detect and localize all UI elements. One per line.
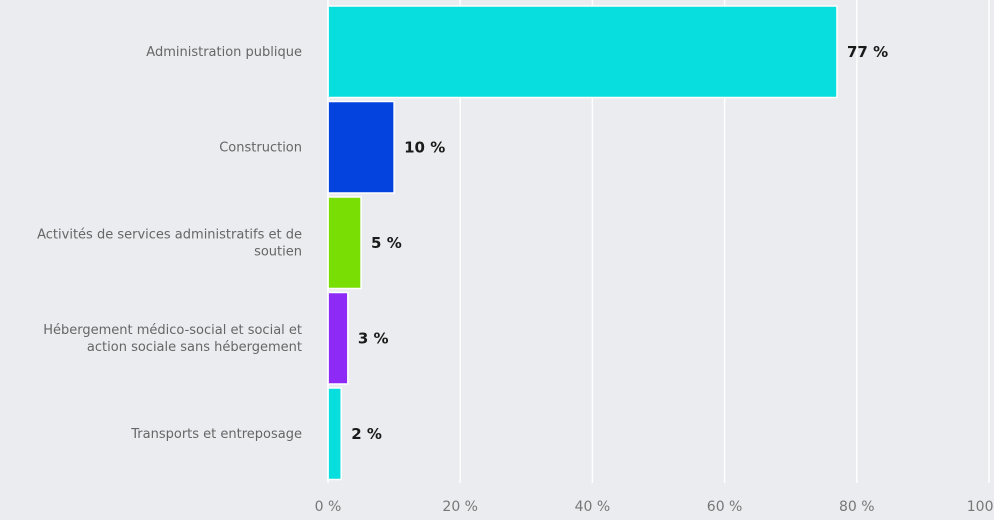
category-label-4: action sociale sans hébergement [87, 340, 302, 355]
category-label-1: Administration publique [146, 45, 302, 60]
x-tick-label: 80 % [839, 499, 875, 515]
value-label-5: 2 % [351, 425, 382, 443]
bar-3[interactable] [328, 197, 361, 289]
category-label-2: Construction [219, 140, 302, 155]
bar-4[interactable] [328, 293, 348, 385]
x-tick-label: 40 % [575, 499, 611, 515]
x-tick-label: 20 % [442, 499, 478, 515]
value-label-4: 3 % [358, 329, 389, 347]
value-label-3: 5 % [371, 234, 402, 252]
bar-1[interactable] [328, 6, 837, 98]
category-label-5: Transports et entreposage [130, 427, 302, 442]
x-tick-label: 0 % [315, 499, 342, 515]
bar-2[interactable] [328, 102, 394, 194]
category-label-4: Hébergement médico-social et social et [43, 323, 302, 338]
category-label-3: Activités de services administratifs et … [37, 227, 302, 242]
value-label-1: 77 % [847, 43, 888, 61]
x-tick-label: 60 % [707, 499, 743, 515]
category-label-3: soutien [254, 244, 302, 259]
value-label-2: 10 % [404, 138, 445, 156]
bar-5[interactable] [328, 388, 341, 480]
x-tick-label: 100 % [967, 499, 994, 515]
